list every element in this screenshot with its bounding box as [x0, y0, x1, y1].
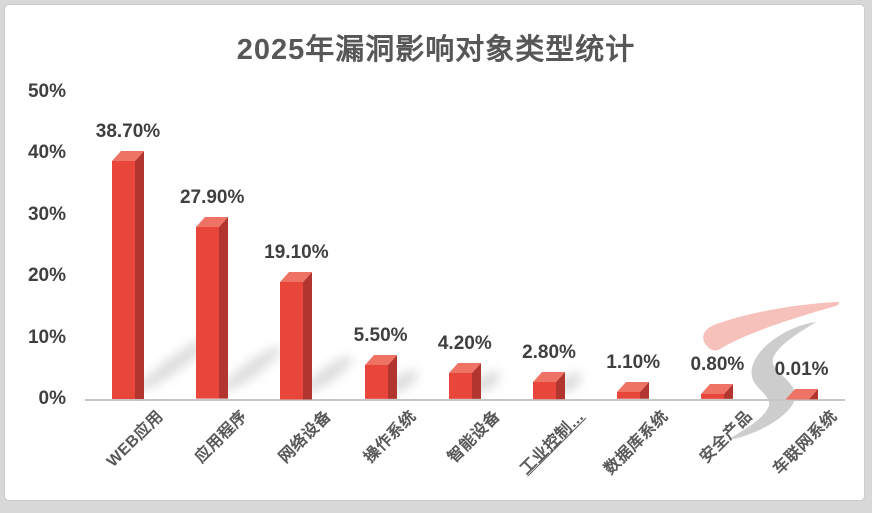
bar: [196, 217, 229, 400]
value-label: 19.10%: [241, 242, 351, 264]
bar-front-face: [280, 282, 303, 399]
y-axis-tick: 0%: [0, 388, 66, 410]
value-label: 27.90%: [157, 187, 267, 209]
y-axis-tick: 30%: [0, 204, 66, 226]
bar-front-face: [701, 394, 724, 399]
bar-front-face: [112, 161, 135, 399]
value-label: 0.01%: [747, 359, 857, 381]
bar-front-face: [617, 392, 640, 399]
bar: [617, 382, 650, 400]
bar-side-face: [135, 151, 144, 399]
y-axis-tick: 40%: [0, 142, 66, 164]
bar: [449, 363, 482, 400]
bar-front-face: [365, 365, 388, 399]
bar-front-face: [196, 227, 219, 399]
y-axis-tick: 20%: [0, 265, 66, 287]
value-label: 38.70%: [73, 121, 183, 143]
bar-side-face: [303, 272, 312, 399]
bar-front-face: [533, 382, 556, 399]
bar: [786, 389, 819, 400]
y-axis-tick: 50%: [0, 81, 66, 103]
bar: [533, 372, 566, 400]
bar: [280, 272, 313, 400]
bar-side-face: [219, 217, 228, 399]
y-axis-tick: 10%: [0, 327, 66, 349]
bar: [112, 151, 145, 400]
bar-front-face: [449, 373, 472, 399]
bar: [701, 384, 734, 400]
bar: [365, 355, 398, 400]
